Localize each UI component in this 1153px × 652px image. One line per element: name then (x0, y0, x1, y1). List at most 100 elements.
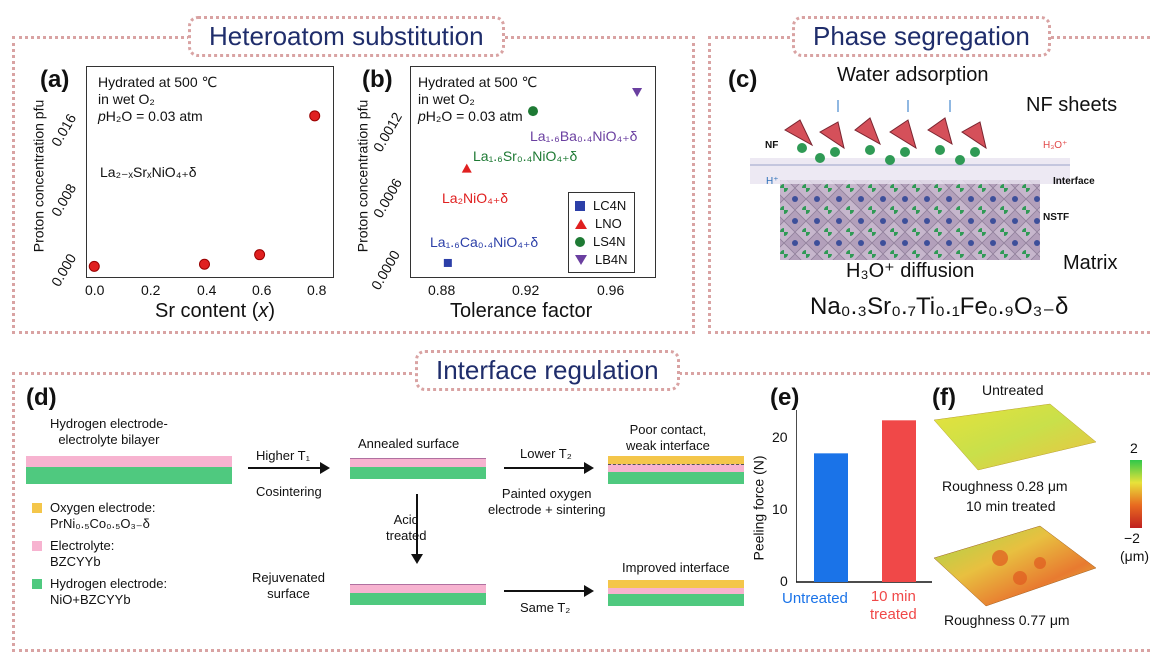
panel-e-cat2: 10 min treated (870, 588, 917, 623)
panel-c-matrix: Matrix (1063, 252, 1118, 274)
panel-d-poor: Poor contact, weak interface (626, 422, 710, 453)
panel-d-annealed: Annealed surface (358, 436, 460, 451)
panel-b-legend: LC4N LNO LS4N LB4N (568, 192, 635, 273)
panel-label-c: (c) (728, 66, 758, 93)
colorbar-bottom-label: −2 (1124, 530, 1140, 546)
legend-item: LB4N (575, 252, 628, 267)
panel-c-nstf: NSTF (1043, 212, 1070, 223)
legend-item: LNO (575, 216, 628, 231)
panel-d-higher: Higher T₁ (256, 448, 310, 463)
panel-c-formula: Na₀.₃Sr₀.₇Ti₀.₁Fe₀.₉O₃₋δ (810, 293, 1069, 320)
heteroatom-section-title: Heteroatom substitution (188, 16, 505, 57)
panel-e-bar (882, 420, 916, 582)
panel-label-a: (a) (40, 66, 70, 93)
rejuv-hydrogen (350, 593, 486, 605)
panel-b-point-lno (461, 163, 472, 173)
colorbar (1130, 460, 1142, 528)
poor-electrolyte (608, 464, 744, 473)
panel-b-xtick: 0.96 (597, 282, 625, 298)
legend-item: LC4N (575, 198, 628, 213)
panel-a-plot-frame (86, 66, 334, 278)
colorbar-top-label: 2 (1130, 440, 1138, 456)
panel-b-xlabel: Tolerance factor (450, 300, 593, 322)
surface-untreated-image (933, 403, 1097, 471)
panel-a-xtick: 0.2 (141, 282, 161, 298)
poor-hydrogen (608, 472, 744, 484)
bilayer-hydrogen (26, 467, 232, 484)
phase-section-title: Phase segregation (792, 16, 1051, 57)
panel-label-d: (d) (26, 384, 57, 411)
panel-c-illustration (750, 100, 1070, 260)
panel-a-xtick: 0.0 (85, 282, 105, 298)
arrow-acid (411, 494, 423, 564)
panel-e-chart (796, 410, 932, 583)
panel-b-note: Hydrated at 500 ℃ in wet O₂ pH₂O = 0.03 … (418, 74, 538, 124)
panel-label-f: (f) (932, 384, 956, 411)
bilayer-electrolyte (26, 456, 232, 467)
panel-e-cat1: Untreated (782, 590, 848, 607)
panel-a-xtick: 0.4 (197, 282, 217, 298)
surface-treated-image (933, 525, 1097, 607)
poor-oxygen (608, 456, 744, 464)
arrow-same (504, 585, 594, 597)
panel-b-label-lc4n: La₁.₆Ca₀.₄NiO₄₊δ (430, 234, 539, 250)
panel-a-point (88, 260, 100, 272)
panel-b-xtick: 0.92 (512, 282, 540, 298)
panel-d-acid: Acid treated (386, 512, 427, 543)
panel-f-rough2: Roughness 0.77 μm (944, 612, 1070, 628)
panel-f-treated: 10 min treated (966, 498, 1056, 514)
arrow-lower (504, 462, 594, 474)
panel-c-interface: Interface (1053, 176, 1095, 187)
panel-e-ytick: 20 (772, 429, 788, 445)
rejuv-electrolyte (350, 584, 486, 593)
panel-b-ylabel: Proton concentration pfu (354, 99, 371, 253)
arrow-higher (248, 462, 330, 474)
panel-label-b: (b) (362, 66, 393, 93)
panel-d-improved: Improved interface (622, 560, 730, 575)
panel-b-xtick: 0.88 (428, 282, 456, 298)
panel-c-water: Water adsorption (837, 64, 989, 86)
panel-b-point-lc4n (443, 258, 452, 267)
interface-section-title: Interface regulation (415, 350, 680, 391)
panel-a-ylabel: Proton concentration pfu (30, 99, 47, 253)
panel-d-lower: Lower T₂ (520, 446, 572, 461)
improved-oxygen (608, 580, 744, 588)
panel-e-ytick: 0 (780, 573, 788, 589)
panel-c-h3o: H₃O⁺ (1043, 140, 1068, 151)
colorbar-unit: (μm) (1120, 548, 1150, 564)
panel-e-ylabel: Peeling force (N) (750, 455, 767, 561)
improved-electrolyte (608, 588, 744, 594)
panel-b-label-ls4n: La₁.₆Sr₀.₄NiO₄₊δ (473, 148, 578, 164)
panel-a-point (198, 258, 210, 270)
panel-d-cosintering: Cosintering (256, 484, 322, 499)
panel-a-chart (88, 110, 321, 272)
panel-d-same: Same T₂ (520, 600, 571, 615)
panel-e-ytick: 10 (772, 501, 788, 517)
panel-a-xtick: 0.6 (252, 282, 272, 298)
panel-c-diffusion: H₃O⁺ diffusion (846, 260, 975, 282)
panel-c-nf-sheets: NF sheets (1026, 94, 1118, 116)
panel-d-legend: Oxygen electrode: PrNi₀.₅Co₀.₅O₃₋δ Electr… (32, 500, 167, 608)
panel-e-bar (814, 453, 848, 582)
improved-hydrogen (608, 594, 744, 606)
panel-c-hplus: H⁺ (766, 176, 779, 187)
panel-b-label-lno: La₂NiO₄₊δ (442, 190, 509, 206)
annealed-hydrogen (350, 467, 486, 479)
panel-a-point (309, 110, 321, 122)
panel-label-e: (e) (770, 384, 800, 411)
panel-c-nf: NF (765, 140, 779, 151)
panel-b-chart (443, 87, 643, 267)
legend-item: LS4N (575, 234, 628, 249)
panel-d-bilayer: Hydrogen electrode-electrolyte bilayer (50, 416, 168, 447)
panel-d-rejuv: Rejuvenated surface (252, 570, 325, 601)
panel-a-xtick: 0.8 (307, 282, 327, 298)
panel-a-point (254, 249, 266, 261)
panel-b-point-ls4n (528, 106, 538, 117)
panel-a-note: Hydrated at 500 ℃ in wet O₂ pH₂O = 0.03 … (98, 74, 218, 124)
panel-d-painted: Painted oxygen electrode + sintering (488, 486, 606, 517)
panel-a-formula: La₂₋ₓSrₓNiO₄₊δ (100, 164, 197, 180)
annealed-electrolyte (350, 458, 486, 467)
panel-b-label-lb4n: La₁.₆Ba₀.₄NiO₄₊δ (530, 128, 638, 144)
panel-b-point-lb4n (632, 87, 643, 97)
panel-f-untreated: Untreated (982, 382, 1044, 398)
